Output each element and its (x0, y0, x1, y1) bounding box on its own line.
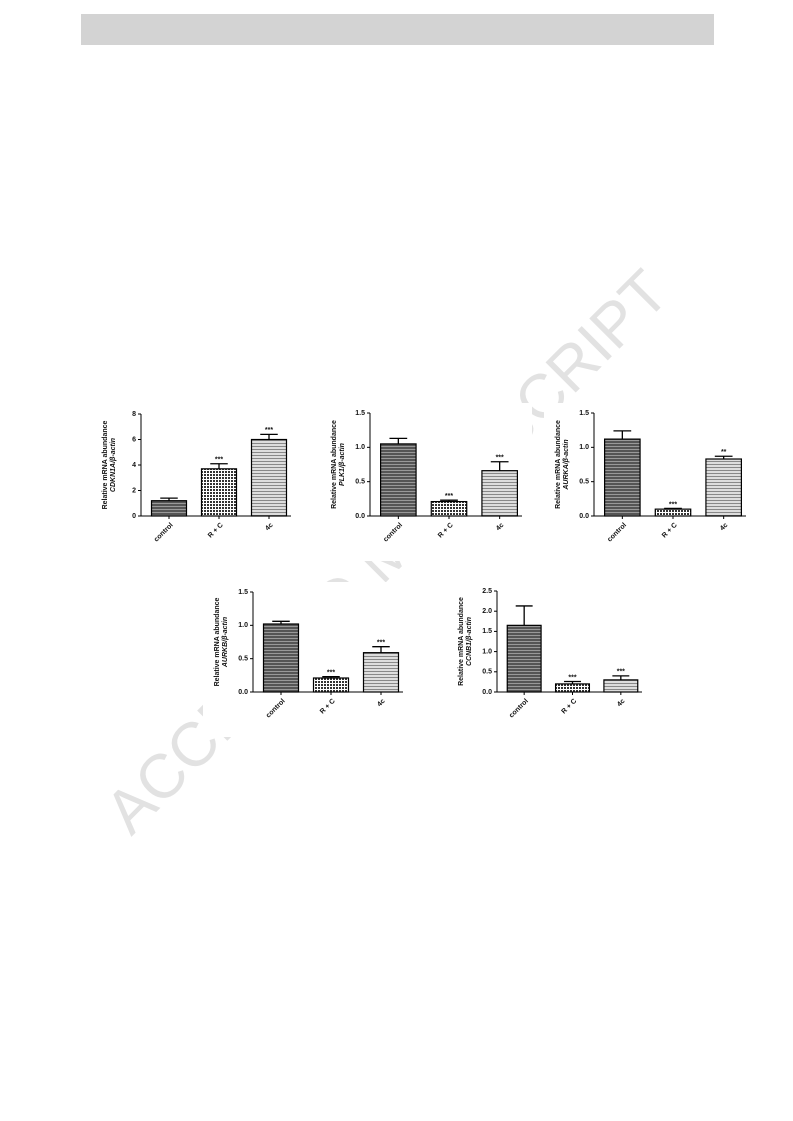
significance-label: *** (669, 501, 677, 508)
y-axis-label: Relative mRNA abundance (458, 597, 465, 686)
bar (200, 468, 238, 517)
significance-label: *** (327, 670, 335, 677)
x-tick-label: 4c (264, 522, 275, 533)
bar (250, 438, 288, 517)
y-tick-label: 1.5 (355, 410, 365, 417)
bar (150, 500, 188, 517)
bar (380, 443, 417, 517)
significance-label: ** (721, 449, 727, 456)
y-axis-label: Relative mRNA abundance (214, 597, 221, 686)
bar (705, 458, 743, 517)
y-tick-label: 1.5 (482, 628, 492, 635)
bar (362, 652, 400, 693)
y-tick-label: 8 (132, 411, 136, 418)
x-tick-label: 4c (719, 522, 730, 533)
y-tick-label: 0.5 (355, 479, 365, 486)
y-tick-label: 1.0 (482, 648, 492, 655)
bar (481, 470, 518, 517)
bar (430, 500, 468, 517)
y-tick-label: 0.5 (238, 656, 248, 663)
bar (312, 677, 350, 693)
bar (603, 679, 639, 693)
significance-label: *** (215, 457, 223, 464)
bar (262, 623, 300, 693)
y-tick-label: 1.0 (355, 444, 365, 451)
y-axis-label: Relative mRNA abundance (331, 420, 338, 509)
y-tick-label: 2.0 (482, 608, 492, 615)
significance-label: *** (377, 640, 385, 647)
bar (506, 624, 542, 693)
y-axis-label: AURKB/β-actin (222, 617, 229, 668)
y-tick-label: 1.0 (238, 622, 248, 629)
y-tick-label: 0.5 (482, 669, 492, 676)
y-axis-label: PLK1/β-actin (339, 443, 346, 486)
y-tick-label: 0.0 (355, 513, 365, 520)
header-bar (81, 14, 714, 45)
y-tick-label: 2.5 (482, 588, 492, 595)
y-axis-label: CCNB1/β-actin (466, 617, 473, 666)
significance-label: *** (445, 493, 453, 500)
y-tick-label: 0 (132, 513, 136, 520)
significance-label: *** (617, 669, 625, 676)
x-tick-label: 4c (495, 522, 506, 533)
y-axis-label: Relative mRNA abundance (555, 420, 562, 509)
x-tick-label: 4c (376, 698, 387, 709)
significance-label: *** (568, 674, 576, 681)
y-tick-label: 0.5 (579, 479, 589, 486)
y-tick-label: 1.5 (579, 410, 589, 417)
y-tick-label: 0.0 (482, 689, 492, 696)
y-tick-label: 0.0 (579, 513, 589, 520)
significance-label: *** (265, 427, 273, 434)
x-tick-label: 4c (616, 698, 627, 709)
y-tick-label: 1.0 (579, 444, 589, 451)
significance-label: *** (496, 455, 504, 462)
bar (554, 683, 591, 693)
y-tick-label: 6 (132, 436, 136, 443)
y-tick-label: 2 (132, 487, 136, 494)
y-axis-label: AURKA/β-actin (563, 439, 570, 490)
y-axis-label: CDKN1A/β-actin (110, 438, 117, 492)
bar (654, 508, 692, 517)
y-tick-label: 4 (132, 462, 136, 469)
chart-background (447, 581, 652, 737)
y-tick-label: 0.0 (238, 689, 248, 696)
y-tick-label: 1.5 (238, 589, 248, 596)
y-axis-label: Relative mRNA abundance (102, 420, 109, 509)
bar (603, 438, 641, 517)
